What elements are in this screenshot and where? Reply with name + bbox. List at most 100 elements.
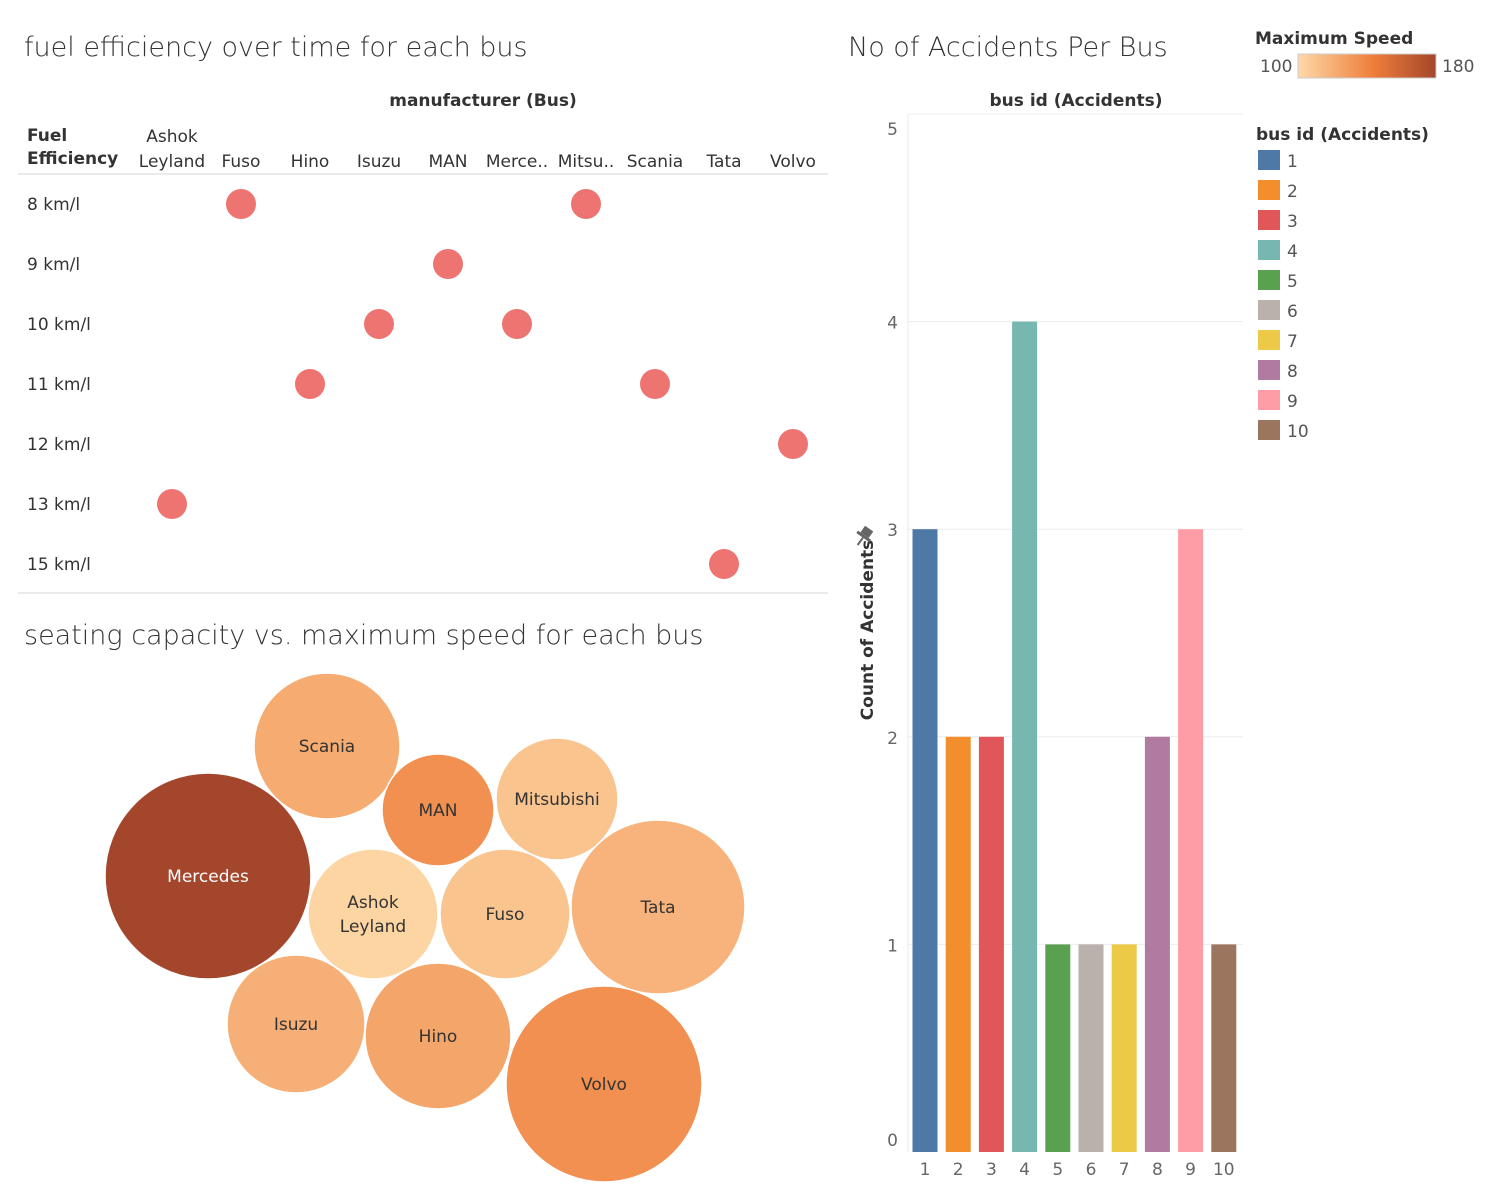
bar[interactable] [945,736,971,1152]
legend-swatch [1258,330,1280,350]
legend-item[interactable]: 4 [1258,240,1298,262]
bubble[interactable] [570,819,746,995]
bubble[interactable] [381,753,495,867]
fuel-column-label: Ashok Leyland [139,127,205,172]
legend-label: 10 [1287,422,1309,442]
fuel-point[interactable] [709,549,739,579]
bubble[interactable] [226,954,366,1094]
x-tick-label: 2 [953,1160,964,1180]
legend-label: 9 [1287,392,1298,412]
y-tick-label: 2 [887,729,898,749]
bubble[interactable] [364,962,512,1110]
legend-item[interactable]: 5 [1258,270,1298,292]
bubble-label: Hino [419,1027,458,1047]
x-tick-label: 4 [1019,1160,1030,1180]
legend-swatch [1258,210,1280,230]
bubble-label: MAN [418,801,457,821]
legend-label: 2 [1287,182,1298,202]
fuel-point[interactable] [364,309,394,339]
fuel-point[interactable] [571,189,601,219]
fuel-point[interactable] [433,249,463,279]
legend-item[interactable]: 2 [1258,180,1298,202]
fuel-point[interactable] [226,189,256,219]
bus-id-legend-title: bus id (Accidents) [1256,125,1429,145]
bar[interactable] [1111,944,1137,1152]
accidents-chart-title: No of Accidents Per Bus [848,32,1168,63]
legend-item[interactable]: 6 [1258,300,1298,322]
x-tick-label: 9 [1185,1160,1196,1180]
x-tick-label: 7 [1119,1160,1130,1180]
bar[interactable] [1144,736,1170,1152]
y-tick-label: 5 [887,120,898,140]
maximum-speed-legend: Maximum Speed 100 180 [1255,29,1474,79]
bubble[interactable] [104,772,312,980]
pin-icon[interactable] [851,524,876,550]
legend-swatch [1258,150,1280,170]
fuel-row-header: Fuel Efficiency [27,126,118,169]
fuel-point[interactable] [502,309,532,339]
bubble[interactable] [505,985,703,1183]
fuel-point[interactable] [778,429,808,459]
legend-item[interactable]: 8 [1258,360,1298,382]
x-tick-label: 3 [986,1160,997,1180]
bar[interactable] [1012,321,1038,1153]
y-tick-label: 0 [887,1131,898,1151]
bar[interactable] [912,529,938,1152]
legend-label: 3 [1287,212,1298,232]
legend-swatch [1258,240,1280,260]
x-tick-label: 5 [1052,1160,1063,1180]
bubble[interactable] [253,672,401,820]
bar[interactable] [1078,944,1104,1152]
bubble-label: Ashok Leyland [340,893,406,937]
y-tick-label: 1 [887,936,898,956]
legend-label: 6 [1287,302,1298,322]
legend-item[interactable]: 3 [1258,210,1298,232]
fuel-point[interactable] [640,369,670,399]
legend-label: 1 [1287,152,1298,172]
speed-legend-max: 180 [1442,57,1474,77]
bar[interactable] [978,736,1004,1152]
bubble[interactable] [439,848,571,980]
legend-label: 8 [1287,362,1298,382]
speed-legend-min: 100 [1260,57,1292,77]
fuel-point[interactable] [295,369,325,399]
legend-label: 7 [1287,332,1298,352]
bubble[interactable] [495,737,619,861]
bar[interactable] [1178,529,1204,1152]
fuel-row-label: 13 km/l [27,495,91,515]
fuel-column-label: MAN [428,152,467,172]
fuel-point[interactable] [157,489,187,519]
legend-item[interactable]: 7 [1258,330,1298,352]
legend-swatch [1258,420,1280,440]
bar[interactable] [1211,944,1237,1152]
accidents-bar-chart: bus id (Accidents) 0 1 2 3 4 5 1 2 3 4 5 6 7 8 9 10 Co… [851,91,1243,1180]
legend-swatch [1258,270,1280,290]
fuel-column-label: Isuzu [357,152,401,172]
bar[interactable] [1045,944,1071,1152]
fuel-row-label: 9 km/l [27,255,80,275]
legend-swatch [1258,300,1280,320]
bubble-label: Tata [639,898,675,918]
fuel-column-label: Tata [705,152,741,172]
fuel-efficiency-chart: manufacturer (Bus) Fuel Efficiency Ashok… [18,91,828,594]
bubble-label: Fuso [486,905,525,925]
legend-item[interactable]: 10 [1258,420,1309,442]
fuel-column-label: Volvo [770,152,816,172]
bubble[interactable] [307,848,439,980]
bubble-label: Mercedes [167,867,249,887]
fuel-row-label: 10 km/l [27,315,91,335]
fuel-column-label: Scania [627,152,683,172]
legend-item[interactable]: 1 [1258,150,1298,172]
bubble-label: Isuzu [274,1015,318,1035]
x-tick-label: 1 [920,1160,931,1180]
fuel-column-header: manufacturer (Bus) [389,91,577,111]
fuel-row-label: 12 km/l [27,435,91,455]
fuel-chart-title: fuel efficiency over time for each bus [24,32,528,63]
seating-chart-title: seating capacity vs. maximum speed for e… [24,620,704,651]
bubble-label: Scania [299,737,355,757]
speed-gradient-bar [1297,53,1437,79]
legend-item[interactable]: 9 [1258,390,1298,412]
legend-swatch [1258,390,1280,410]
x-tick-label: 8 [1152,1160,1163,1180]
fuel-row-label: 8 km/l [27,195,80,215]
